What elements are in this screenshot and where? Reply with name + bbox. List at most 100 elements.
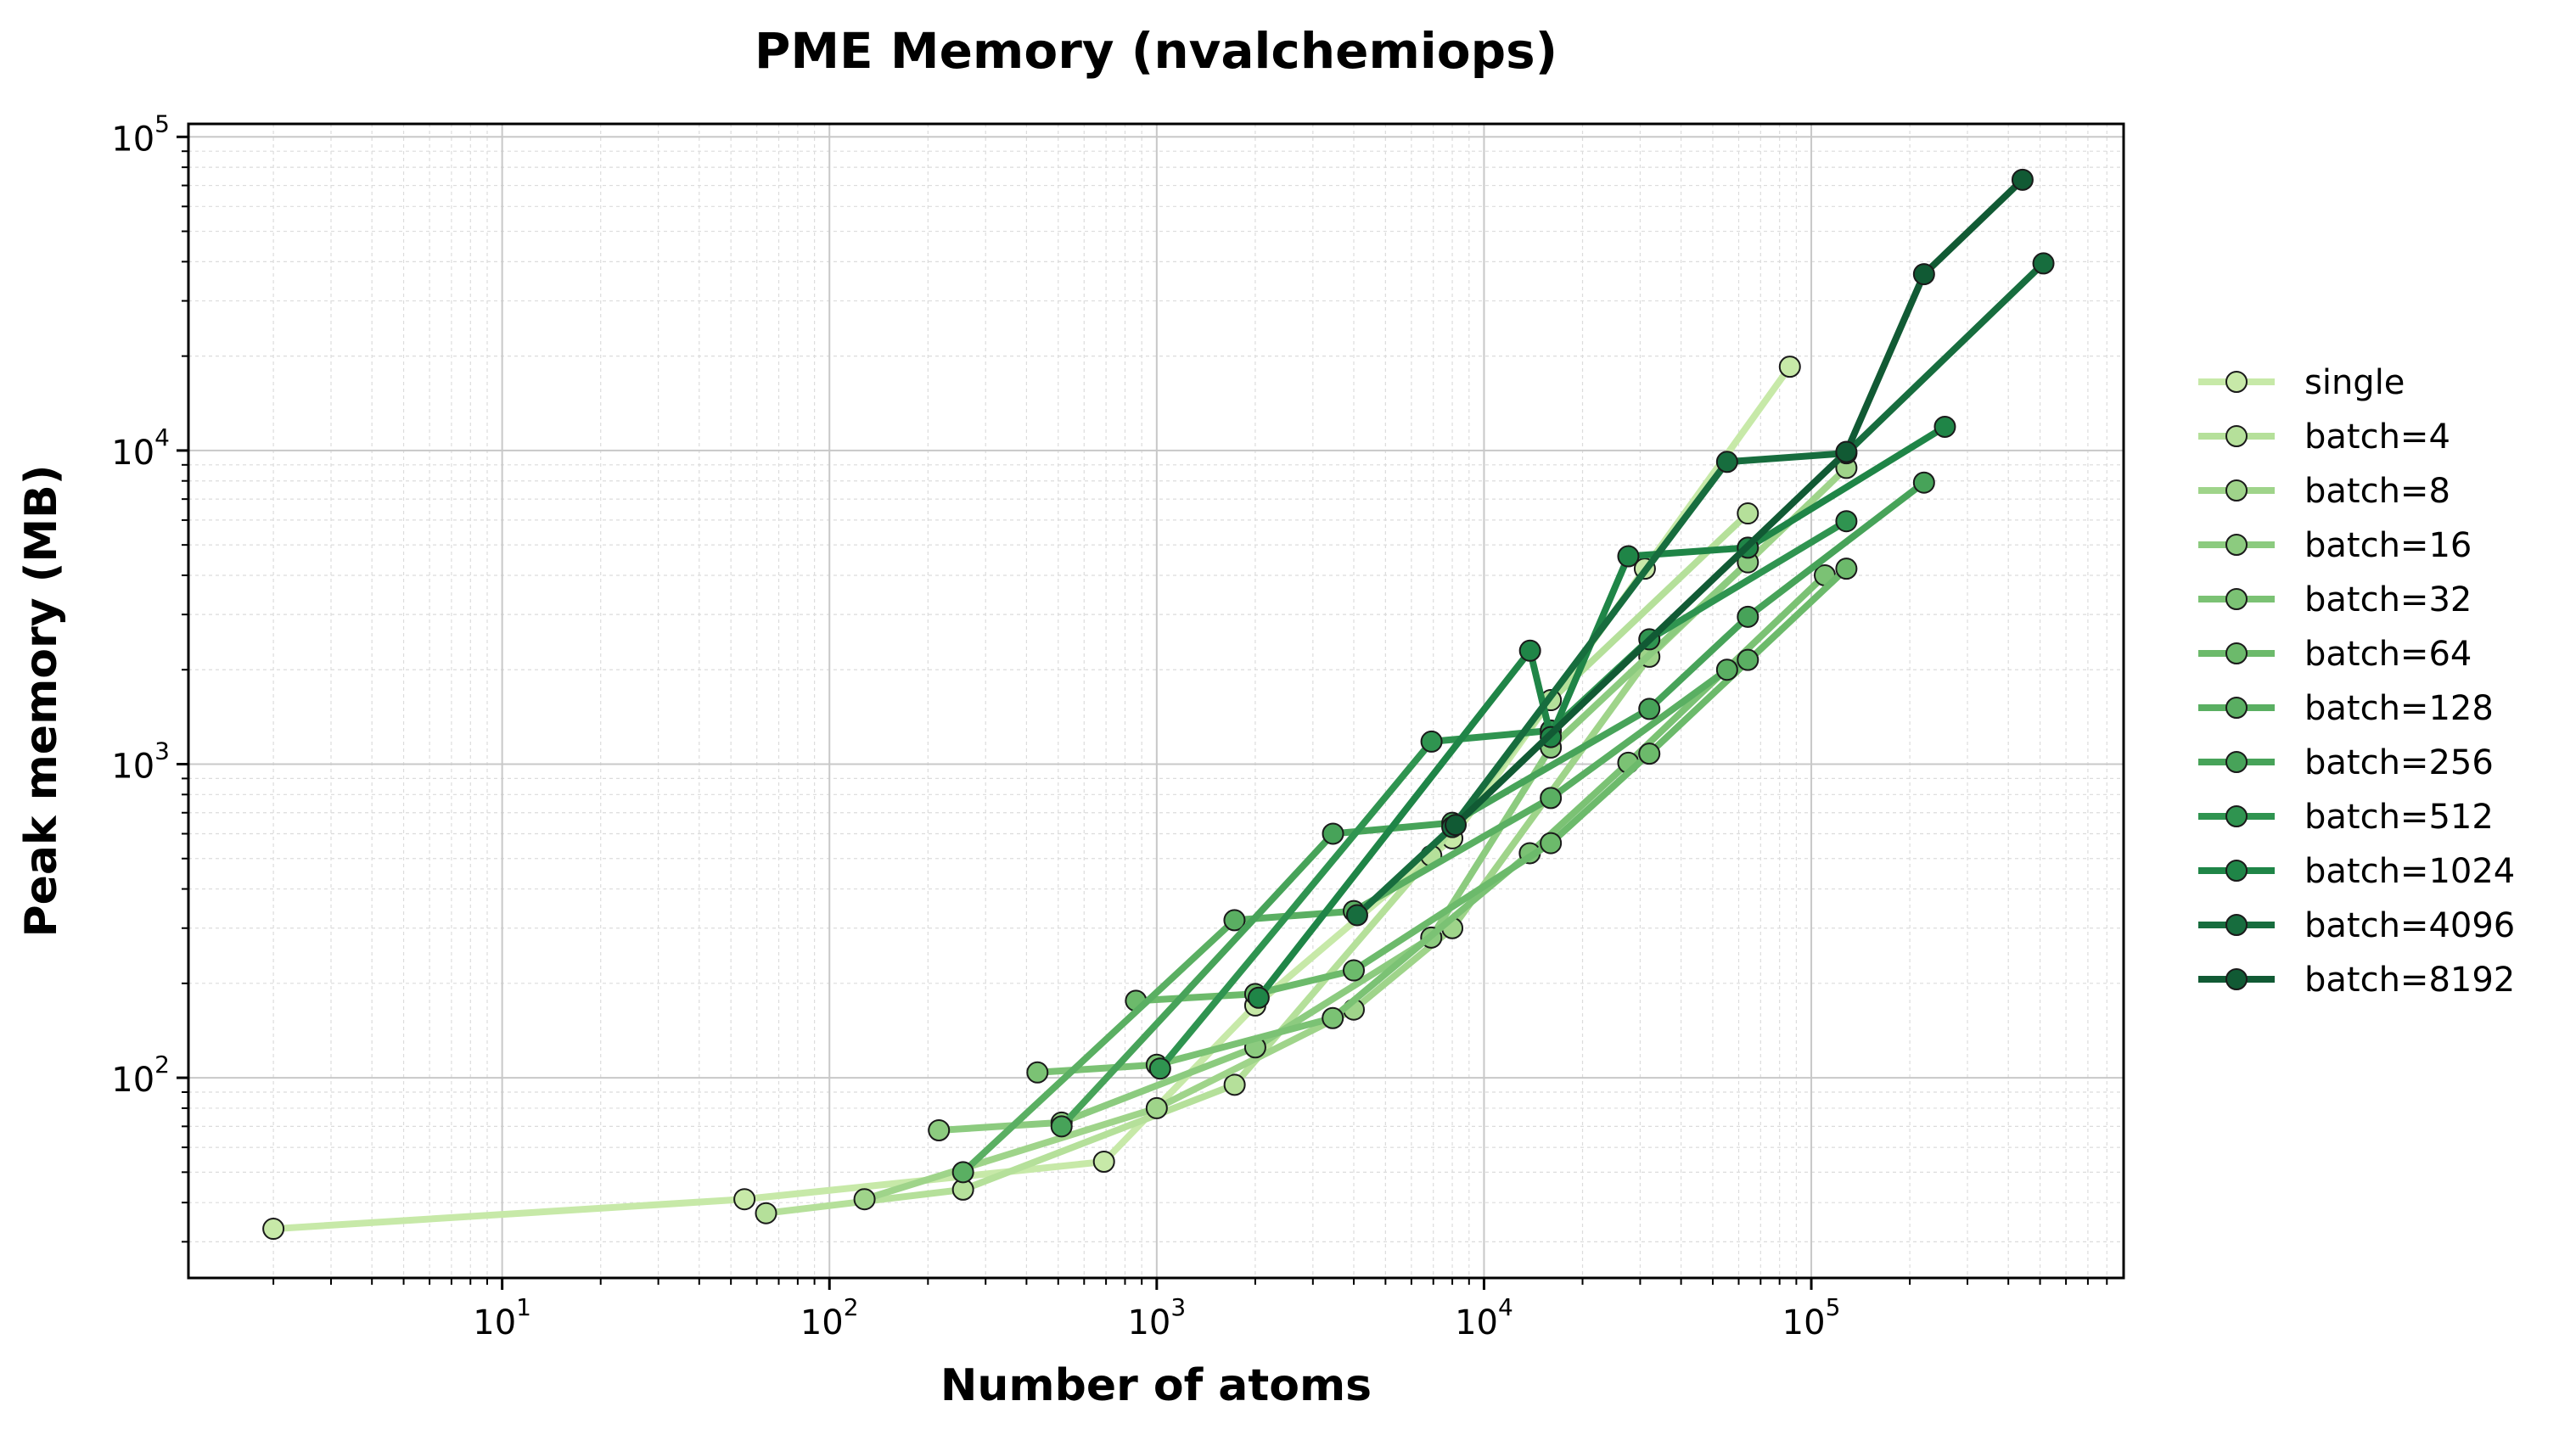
legend-label: batch=16 — [2304, 526, 2472, 565]
data-point — [755, 1202, 777, 1224]
y-axis-label: Peak memory (MB) — [16, 464, 67, 937]
legend-marker — [2225, 425, 2248, 447]
legend-item: batch=16 — [2198, 526, 2472, 565]
data-point — [1148, 1057, 1171, 1080]
data-point — [1223, 909, 1246, 932]
legend-label: batch=4 — [2304, 417, 2450, 457]
legend-item: batch=4 — [2198, 417, 2450, 457]
legend-label: batch=512 — [2304, 798, 2494, 837]
legend-item: batch=32 — [2198, 580, 2472, 619]
data-point — [1737, 648, 1759, 671]
data-point — [1322, 1006, 1344, 1029]
data-point — [1445, 814, 1468, 837]
data-point — [1835, 558, 1858, 580]
legend-item: batch=256 — [2198, 743, 2494, 782]
legend-label: batch=1024 — [2304, 852, 2515, 891]
data-point — [853, 1188, 876, 1211]
series-line — [1034, 572, 1828, 1076]
data-point — [262, 1218, 285, 1241]
legend-marker — [2225, 371, 2248, 393]
legend-marker — [2225, 751, 2248, 773]
data-point — [1778, 356, 1801, 378]
y-tick-label: 103 — [111, 737, 170, 786]
data-point — [1420, 730, 1443, 753]
series-line — [270, 363, 1793, 1233]
legend-item: batch=8192 — [2198, 961, 2515, 1000]
chart-title: PME Memory (nvalchemiops) — [755, 22, 1557, 80]
data-point — [1342, 959, 1365, 982]
legend-item: batch=64 — [2198, 635, 2472, 674]
legend-marker — [2225, 860, 2248, 882]
data-point — [951, 1161, 974, 1184]
legend-item: batch=1024 — [2198, 852, 2515, 891]
data-point — [1737, 502, 1759, 525]
series-line — [1058, 479, 1928, 1130]
legend-item: batch=8 — [2198, 472, 2450, 511]
legend-marker — [2225, 642, 2248, 664]
data-point — [1540, 832, 1563, 855]
data-point — [2011, 168, 2034, 191]
x-axis-label: Number of atoms — [940, 1360, 1372, 1411]
y-tick-label: 102 — [111, 1051, 170, 1100]
legend-item: single — [2198, 363, 2405, 402]
legend-marker — [2225, 479, 2248, 502]
legend-marker — [2225, 805, 2248, 827]
legend-label: single — [2304, 363, 2405, 402]
series-batch-8192 — [1445, 168, 2034, 837]
series-line — [1132, 565, 1850, 1005]
data-point — [1223, 1073, 1246, 1096]
data-point — [1638, 743, 1661, 765]
x-tick-label: 105 — [1782, 1293, 1841, 1342]
data-point — [1715, 658, 1738, 681]
x-tick-label: 103 — [1127, 1293, 1186, 1342]
data-point — [1933, 415, 1956, 438]
data-point — [1050, 1115, 1073, 1138]
legend-marker — [2225, 534, 2248, 556]
y-tick-label: 104 — [111, 423, 170, 473]
series-line — [935, 558, 1752, 1134]
legend-label: batch=4096 — [2304, 906, 2515, 945]
legend-marker — [2225, 968, 2248, 990]
y-tick-label: 105 — [111, 109, 170, 159]
data-point — [1247, 986, 1270, 1009]
data-point — [1638, 698, 1661, 720]
data-point — [733, 1188, 756, 1211]
data-point — [928, 1118, 951, 1141]
data-point — [1715, 451, 1738, 474]
data-point — [1912, 471, 1935, 494]
data-point — [1518, 639, 1541, 662]
x-tick-label: 102 — [800, 1293, 859, 1342]
legend-marker — [2225, 697, 2248, 719]
series-line — [1452, 176, 2026, 829]
data-point — [1026, 1061, 1049, 1084]
data-point — [1835, 510, 1858, 533]
legend-marker — [2225, 588, 2248, 610]
data-point — [1912, 263, 1935, 286]
data-point — [1835, 440, 1858, 463]
legend-item: batch=512 — [2198, 798, 2494, 837]
data-point — [1092, 1151, 1115, 1174]
legend-marker — [2225, 914, 2248, 936]
legend: single batch=4 batch=8 batch=16 batch=32 batc… — [2198, 363, 2515, 1000]
legend-label: batch=8192 — [2304, 961, 2515, 1000]
legend-label: batch=256 — [2304, 743, 2494, 782]
data-point — [1322, 822, 1344, 845]
grid — [188, 124, 2124, 1278]
data-point — [1145, 1096, 1168, 1119]
x-tick-label: 104 — [1455, 1293, 1513, 1342]
legend-item: batch=128 — [2198, 689, 2494, 728]
x-tick-label: 101 — [473, 1293, 531, 1342]
legend-label: batch=128 — [2304, 689, 2494, 728]
data-point — [2032, 252, 2055, 275]
data-point — [1540, 787, 1563, 810]
axis-ticks: 101 102 103 104 105 102 103 104 105 — [111, 109, 2108, 1342]
legend-label: batch=64 — [2304, 635, 2472, 674]
data-point — [1617, 545, 1640, 568]
plot-series — [262, 168, 2055, 1241]
data-point — [1737, 605, 1759, 628]
data-point — [1345, 904, 1368, 927]
legend-label: batch=8 — [2304, 472, 2450, 511]
legend-label: batch=32 — [2304, 580, 2472, 619]
legend-item: batch=4096 — [2198, 906, 2515, 945]
